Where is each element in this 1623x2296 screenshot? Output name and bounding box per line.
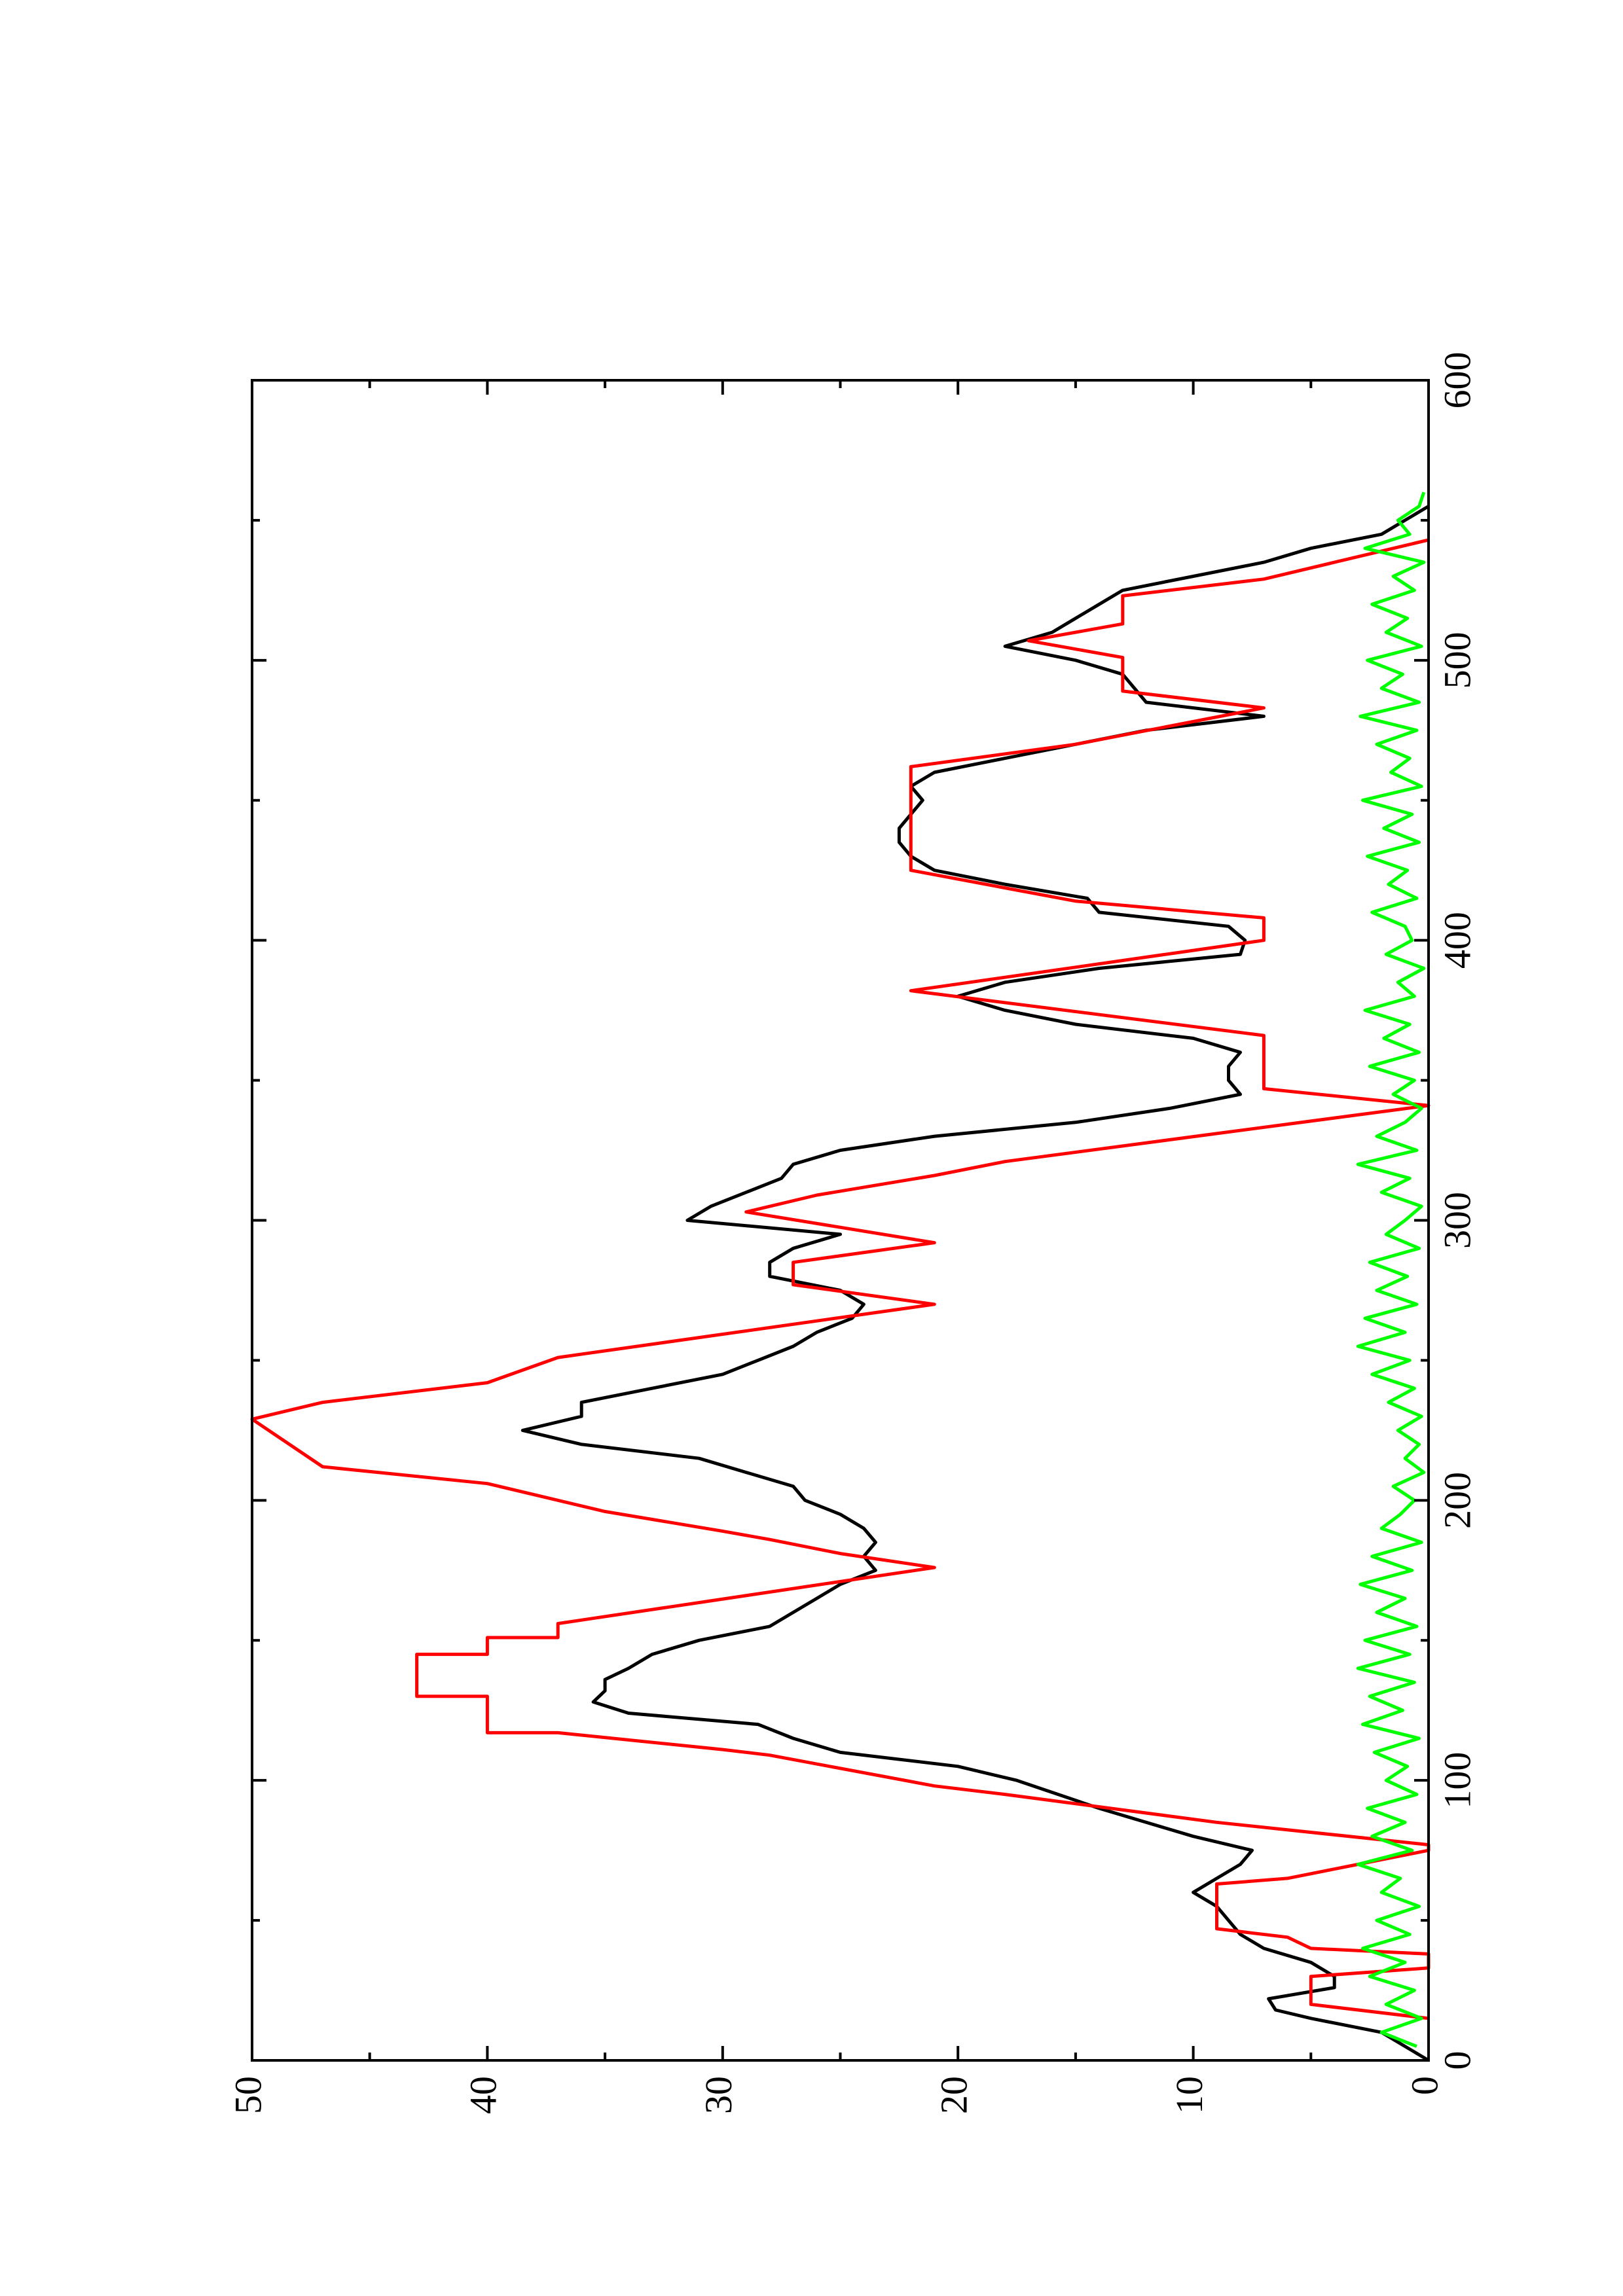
x-tick-label: 600 — [1436, 352, 1478, 409]
y-tick-label: 30 — [697, 2076, 740, 2114]
data-line — [1356, 492, 1426, 2048]
y-tick-label: 50 — [227, 2076, 269, 2114]
x-tick-label: 200 — [1436, 1472, 1478, 1529]
plot-area: 0 100 200 300 400 500 600 0 10 20 30 40 50 — [227, 352, 1478, 2115]
y-tick-label: 0 — [1403, 2076, 1446, 2095]
x-tick-label: 0 — [1436, 2051, 1478, 2070]
y-tick-label: 10 — [1168, 2076, 1211, 2114]
y-tick-label: 20 — [933, 2076, 976, 2114]
x-tick-label: 500 — [1436, 632, 1478, 689]
x-tick-label: 100 — [1436, 1752, 1478, 1809]
y-tick-label: 40 — [462, 2076, 505, 2114]
plot-frame — [251, 379, 1430, 2062]
x-tick-label: 300 — [1436, 1192, 1478, 1249]
data-line — [520, 505, 1430, 2062]
data-line — [250, 538, 1431, 2020]
x-tick-label: 400 — [1436, 912, 1478, 969]
